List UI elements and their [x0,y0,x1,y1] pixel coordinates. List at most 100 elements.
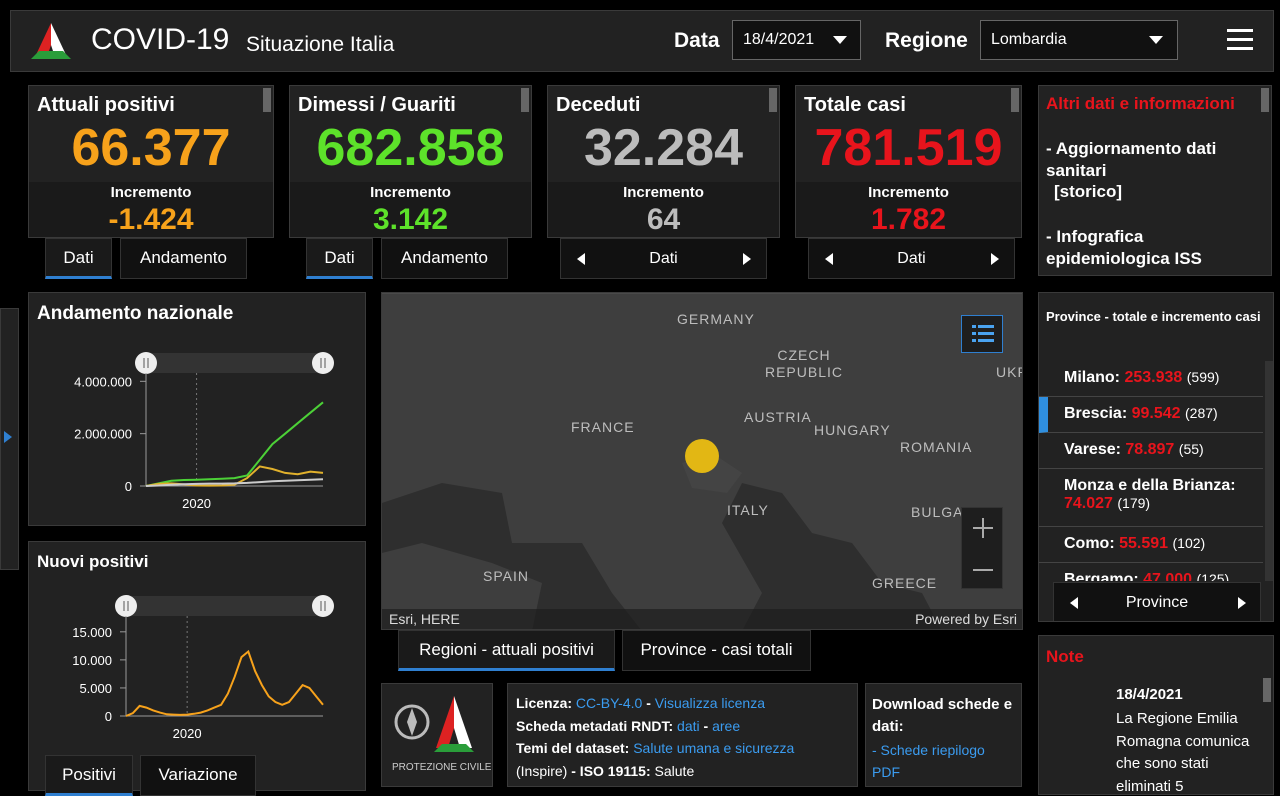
province-name: Varese: [1064,441,1121,458]
map[interactable]: GERMANY CZECH REPUBLIC UKR FRANCE AUSTRI… [381,292,1023,630]
provinces-list: Milano: 253.938 (599) Brescia: 99.542 (28… [1039,361,1273,581]
card-title: Deceduti [556,94,641,116]
link[interactable]: Salute umana e sicurezza [633,740,795,756]
region-label: Regione [885,29,968,52]
card: Attuali positivi 66.377 Incremento -1.424 [28,85,274,238]
tab[interactable]: Province - casi totali [622,630,811,671]
increment-box: Incremento 1.782 [796,182,1021,237]
tab[interactable]: Variazione [140,755,256,796]
prev[interactable] [577,253,585,265]
data-line [145,401,324,487]
label: Licenza: [516,695,573,711]
label: Scheda metadati RNDT: [516,717,674,734]
chart-title: Nuovi positivi [37,552,149,571]
slider-handle[interactable] [312,595,334,617]
dropdown-arrow [1149,36,1163,44]
info-panel: Altri dati e informazioni - Aggiornament… [1038,85,1272,276]
province-name: Como: [1064,535,1115,552]
link[interactable]: CC-BY-4.0 [575,695,643,711]
province-row: Milano: 253.938 (599) [1039,361,1263,397]
x-tick-label: 2020 [173,726,202,741]
range-slider[interactable] [146,353,323,373]
next[interactable] [1238,597,1246,609]
map-label: GREECE [872,575,938,591]
range-slider[interactable] [126,596,323,616]
next[interactable] [743,253,751,265]
info-link[interactable]: - Aggiornamento dati sanitari [1046,139,1217,180]
link[interactable]: dati [677,717,700,734]
tab[interactable]: Dati [45,238,112,279]
province-total: 74.027 [1064,495,1113,512]
zoom-out[interactable] [973,560,993,580]
info-link[interactable]: - Infografica epidemiologica ISS [1046,227,1202,268]
map-label: GERMANY [677,311,755,327]
legend-button[interactable] [961,315,1003,353]
label: (Inspire) [516,762,568,779]
x-tick-label: 2020 [182,496,211,511]
download-link[interactable]: - Schede riepilogo PDF [872,742,985,780]
province-increment: (102) [1172,535,1206,551]
tab[interactable]: Andamento [381,238,508,279]
arrow [991,253,999,265]
province-increment: (55) [1178,441,1204,457]
y-tick-label: 0 [125,479,132,494]
province-total: 55.591 [1119,535,1169,552]
tab[interactable]: Dati [306,238,373,279]
slider-handle[interactable] [312,352,334,374]
province-increment: (179) [1117,495,1151,511]
increment-box: Incremento -1.424 [29,182,273,237]
y-tick-label: 4.000.000 [74,374,132,389]
map-label: ROMANIA [900,439,973,455]
card-value: 66.377 [71,119,231,177]
increment-label: Incremento [623,184,704,201]
license-line: Temi del dataset: Salute umana e sicurez… [516,737,856,760]
info-link[interactable]: [storico] [1054,182,1122,201]
map-label: FRANCE [571,419,635,435]
date-select[interactable]: 18/4/2021 [732,20,861,60]
handle-grip [320,601,326,611]
tab[interactable]: Andamento [120,238,247,279]
license-line: (Inspire) - ISO 19115: Salute [516,760,856,783]
next[interactable] [991,253,999,265]
prev[interactable] [825,253,833,265]
slider-handle[interactable] [115,595,137,617]
app-subtitle: Situazione Italia [246,33,395,56]
link[interactable]: aree [712,717,741,734]
province-name: Brescia: [1064,405,1128,422]
card-title: Totale casi [804,94,906,116]
license-panel: Licenza: CC-BY-4.0 - Visualizza licenza … [507,683,858,787]
app-title: COVID-19 [91,23,230,56]
list-icon [972,325,994,342]
region-marker[interactable] [685,439,719,473]
province-total: 253.938 [1124,369,1183,386]
province-name: Milano: [1064,369,1120,386]
zoom-controls [961,507,1003,589]
province-total: 78.897 [1125,441,1175,458]
tab[interactable]: Positivi [45,755,133,796]
map-label: ITALY [727,502,769,518]
province-row: Bergamo: 47.000 (125) [1039,563,1263,581]
powered-by: Powered by Esri [915,611,1017,627]
increment-value: -1.424 [108,203,194,236]
data-line [145,478,324,487]
region-select[interactable]: Lombardia [980,20,1178,60]
zoom-in[interactable] [973,518,993,538]
nav-label: Dati [649,250,678,267]
side-toggle[interactable] [0,308,19,570]
chart-panel: Andamento nazionale 0 2.000.000 4.000.000 2… [28,292,366,526]
link[interactable]: Visualizza licenza [654,695,766,711]
scrollbar [1261,88,1269,112]
tab[interactable]: Regioni - attuali positivi [398,630,615,671]
increment-value: 64 [646,203,681,236]
provinces-panel: Province - totale e incremento casi Mila… [1038,292,1274,622]
chart: 0 5.000 10.000 15.000 2020 [72,595,334,741]
card-title: Attuali positivi [37,94,175,116]
download-title: Download schede e dati: [872,696,1013,735]
note-panel: Note 18/4/2021 La Regione Emilia Romagna… [1038,635,1274,795]
card-nav: Dati [808,238,1015,279]
slider-handle[interactable] [135,352,157,374]
prev[interactable] [1070,597,1078,609]
menu-button[interactable] [1227,28,1253,52]
text: Salute [654,762,695,779]
